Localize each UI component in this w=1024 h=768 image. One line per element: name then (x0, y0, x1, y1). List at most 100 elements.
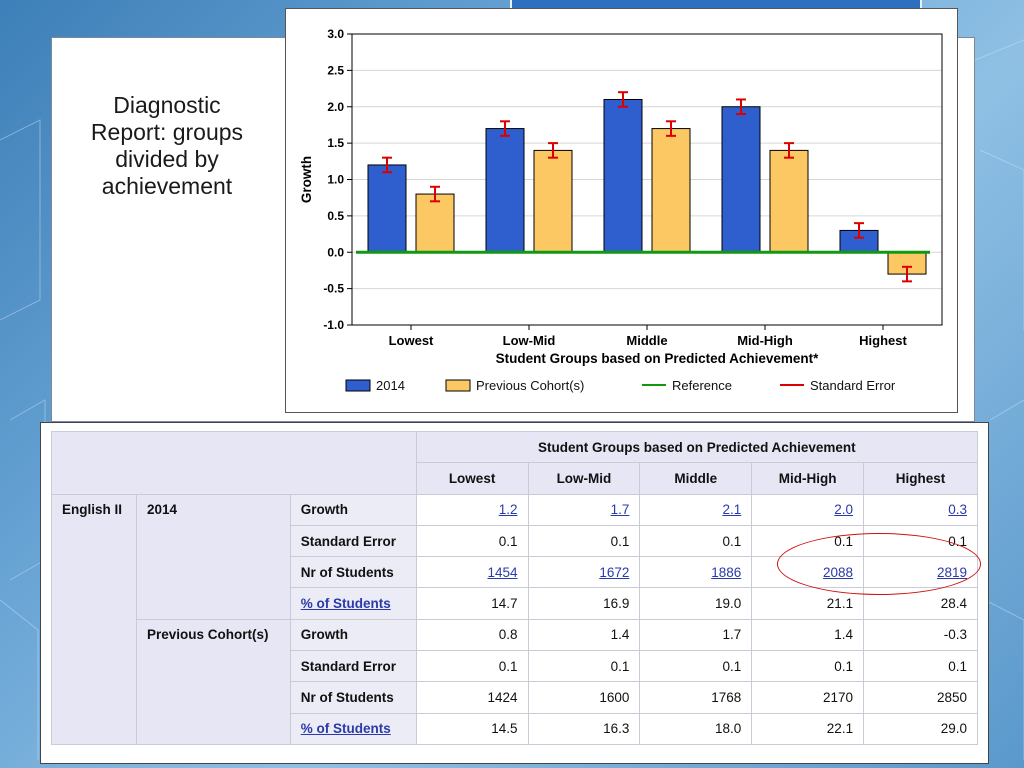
stat-label-cell: Standard Error (289, 650, 417, 683)
value-cell: 1672 (527, 556, 641, 589)
y-tick-label: 1.0 (327, 173, 344, 187)
value-text: -0.3 (943, 627, 967, 643)
stat-label: Nr of Students (300, 690, 394, 706)
value-cell: 2170 (751, 681, 865, 714)
subject-cell: English II (51, 493, 137, 745)
y-tick-label: 0.0 (327, 245, 344, 259)
stat-link[interactable]: % of Students (300, 721, 391, 737)
table-row: Previous Cohort(s) Growth 0.8 1.4 1.7 1.4 -0.3 (52, 618, 978, 745)
column-header-row: Lowest Low-Mid Middle Mid-High Highest (52, 462, 978, 495)
value-link[interactable]: 2.1 (722, 502, 742, 518)
cohort-cell: 2014 (135, 493, 291, 620)
value-text: 1768 (711, 690, 742, 706)
value-cell: 0.1 (639, 650, 753, 683)
x-tick-label: Highest (859, 333, 907, 348)
table-row: Nr of Students 1454 1672 1886 2088 2819 (52, 556, 978, 589)
bar (721, 106, 761, 253)
value-link[interactable]: 1454 (487, 564, 518, 580)
y-tick-label: -1.0 (323, 318, 344, 332)
stat-label-cell: Nr of Students (289, 681, 417, 714)
value-cell: 0.8 (415, 618, 529, 652)
column-header: Highest (863, 462, 978, 495)
caption-line: achievement (101, 173, 233, 199)
value-cell: 2.1 (639, 493, 753, 526)
value-text: 0.1 (834, 533, 854, 549)
value-text: 1.4 (610, 627, 630, 643)
table-row: English II 2014 Growth 1.2 1.7 2.1 2.0 0.3 (51, 493, 978, 745)
value-text: 1600 (599, 690, 630, 706)
y-tick-label: -0.5 (323, 282, 344, 296)
bar (651, 128, 691, 253)
value-text: 1.4 (834, 627, 854, 643)
bar (485, 128, 525, 253)
table-row: % of Students 14.5 16.3 18.0 22.1 29.0 (52, 712, 978, 745)
value-text: 2850 (936, 690, 967, 706)
bar (533, 149, 573, 253)
table-row: % of Students 14.7 16.9 19.0 21.1 28.4 (52, 587, 978, 620)
value-text: 14.7 (491, 596, 518, 612)
value-text: 0.1 (498, 533, 518, 549)
stat-link[interactable]: % of Students (300, 596, 391, 612)
stat-label-cell: Growth (289, 493, 417, 526)
column-header: Mid-High (751, 462, 865, 495)
value-cell: 1.2 (415, 493, 529, 526)
value-cell: 28.4 (863, 587, 978, 620)
caption-line: Diagnostic (113, 92, 221, 118)
stat-label: Nr of Students (300, 564, 394, 580)
value-cell: 1600 (527, 681, 641, 714)
column-header: Middle (639, 462, 753, 495)
value-cell: -0.3 (863, 618, 978, 652)
value-cell: 21.1 (751, 587, 865, 620)
value-text: 0.1 (834, 658, 854, 674)
value-cell: 18.0 (639, 712, 753, 745)
value-cell: 2850 (863, 681, 978, 714)
group-header: Student Groups based on Predicted Achiev… (415, 430, 979, 464)
value-cell: 0.1 (415, 524, 529, 558)
value-link[interactable]: 2088 (823, 564, 854, 580)
value-link[interactable]: 1886 (711, 564, 742, 580)
y-tick-label: 1.5 (327, 136, 344, 150)
bar (603, 98, 643, 253)
value-text: 29.0 (940, 721, 967, 737)
value-link[interactable]: 1672 (599, 564, 630, 580)
value-link[interactable]: 0.3 (948, 502, 967, 518)
value-link[interactable]: 1.7 (610, 502, 630, 518)
stat-label: Standard Error (300, 658, 397, 674)
legend-label: 2014 (376, 378, 405, 393)
value-cell: 0.1 (527, 524, 641, 558)
value-cell: 0.1 (639, 524, 753, 558)
column-header: Lowest (415, 462, 529, 495)
value-link[interactable]: 2.0 (834, 502, 854, 518)
value-cell: 1768 (639, 681, 753, 714)
value-cell: 29.0 (863, 712, 978, 745)
x-tick-label: Mid-High (737, 333, 793, 348)
caption-line: Report: groups (90, 119, 244, 145)
value-text: 22.1 (826, 721, 854, 737)
bar (415, 193, 455, 253)
value-cell: 0.1 (863, 650, 978, 683)
value-text: 28.4 (940, 596, 967, 612)
value-cell: 22.1 (751, 712, 865, 745)
y-tick-label: 2.5 (327, 63, 344, 77)
table-row: Nr of Students 1424 1600 1768 2170 2850 (52, 681, 978, 714)
caption-line: divided by (115, 146, 219, 172)
legend-swatch (345, 379, 371, 392)
chart-svg: 3.0 2.5 2.0 1.5 1.0 0.5 0.0 -0.5 -1.0 Lowest Low-M… (299, 27, 943, 393)
value-text: 0.8 (498, 627, 518, 643)
value-cell: 0.1 (527, 650, 641, 683)
legend-label: Standard Error (810, 378, 896, 393)
value-cell: 16.9 (527, 587, 641, 620)
value-link[interactable]: 2819 (936, 564, 967, 580)
value-cell: 16.3 (527, 712, 641, 745)
value-cell: 1424 (415, 681, 529, 714)
stat-label-cell: Growth (289, 618, 417, 652)
value-link[interactable]: 1.2 (498, 502, 518, 518)
x-tick-label: Low-Mid (503, 333, 556, 348)
value-text: 0.1 (498, 658, 518, 674)
value-text: 1424 (487, 690, 518, 706)
value-text: 19.0 (714, 596, 742, 612)
column-header: Low-Mid (527, 462, 641, 495)
value-cell: 0.1 (751, 650, 865, 683)
y-axis-label: Growth (299, 156, 314, 203)
stat-label: Growth (300, 502, 349, 518)
